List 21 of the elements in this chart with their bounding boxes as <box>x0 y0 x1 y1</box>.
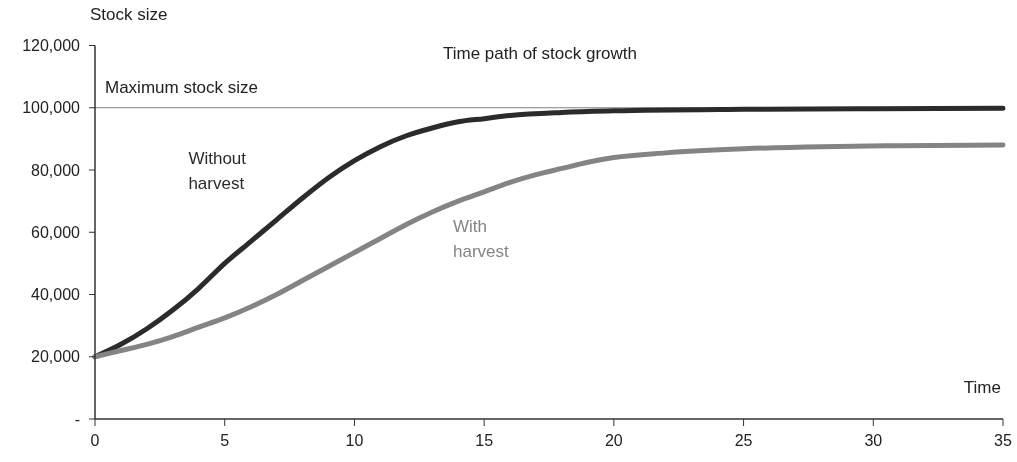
y-tick-label: 100,000 <box>22 99 81 117</box>
y-tick-label: 60,000 <box>31 223 81 241</box>
x-axis-title: Time <box>963 378 1001 397</box>
ref-line-label: Maximum stock size <box>105 77 259 97</box>
series-label: With harvest <box>453 217 510 262</box>
x-tick-label: 15 <box>475 432 494 449</box>
text: Without harvest <box>188 148 247 193</box>
x-tick-label: 5 <box>220 432 230 449</box>
y-tick-label: 120,000 <box>22 37 81 55</box>
chart-title: Time path of stock growth <box>442 44 638 63</box>
y-axis-title: Stock size <box>90 5 168 24</box>
y-tick-label: 40,000 <box>31 286 81 304</box>
x-tick-label: 0 <box>90 432 100 449</box>
x-tick-label: 10 <box>345 432 364 449</box>
y-tick-label: 80,000 <box>31 161 81 179</box>
x-tick-label: 20 <box>604 432 623 449</box>
x-tick-label: 25 <box>734 432 753 449</box>
y-tick-label: - <box>74 410 80 428</box>
y-tick-label: 20,000 <box>31 348 81 366</box>
x-tick-label: 35 <box>994 432 1012 449</box>
x-tick-label: 30 <box>864 432 883 449</box>
